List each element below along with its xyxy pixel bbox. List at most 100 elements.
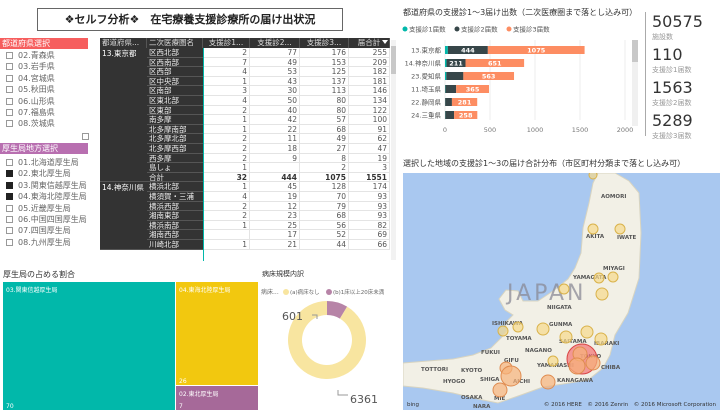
slicer-item[interactable]: 04.宮城県 (6, 73, 55, 84)
slicer-item[interactable]: 06.中国四国厚生局 (6, 214, 87, 225)
bar-segment[interactable] (456, 85, 490, 93)
chart-scrollbar[interactable] (632, 40, 638, 126)
checkbox[interactable] (6, 216, 13, 223)
map-bubble[interactable] (497, 325, 509, 337)
map-bubble[interactable] (500, 365, 522, 387)
map-bubble[interactable] (595, 287, 609, 301)
slicer-item-label: 08.茨城県 (18, 119, 55, 129)
map-bubble[interactable] (547, 355, 559, 367)
slicer-item[interactable]: 07.福島県 (6, 107, 55, 118)
column-header[interactable]: 都道府県... (100, 38, 147, 48)
map-bubble[interactable] (580, 325, 594, 339)
slicer-item[interactable]: 05.秋田県 (6, 84, 55, 95)
donut-slice[interactable] (327, 301, 348, 319)
bar-segment[interactable] (463, 72, 515, 80)
scrollbar-thumb[interactable] (632, 40, 638, 62)
area-name-cell: 横浜西部 (147, 201, 203, 212)
checkbox[interactable] (6, 170, 13, 178)
expand-icon[interactable] (82, 133, 89, 140)
scrollbar-thumb[interactable] (391, 46, 396, 74)
sort-desc-icon[interactable] (382, 40, 388, 44)
slicer-item[interactable]: 05.近畿厚生局 (6, 203, 71, 214)
map-bubble[interactable] (593, 272, 605, 284)
treemap-tile[interactable]: 03.関東信越厚生局 70 (3, 282, 175, 410)
checkbox[interactable] (6, 227, 13, 235)
checkbox[interactable] (6, 193, 13, 201)
slicer-item-label: 05.秋田県 (18, 85, 55, 95)
map-bubble[interactable] (594, 332, 608, 346)
map-bubble[interactable] (536, 322, 550, 336)
number-cell: 25 (250, 220, 300, 231)
number-cell: 93 (349, 211, 390, 221)
bar-segment[interactable] (447, 46, 488, 54)
bar-segment[interactable] (445, 85, 457, 93)
treemap-tile[interactable]: 02.東北厚生局 7 (176, 386, 258, 410)
column-header[interactable]: 支援診2... (250, 38, 300, 48)
table-scrollbar[interactable] (391, 40, 396, 260)
slicer-item[interactable]: 02.青森県 (6, 50, 55, 61)
checkbox[interactable] (6, 238, 13, 246)
bing-logo: bing (407, 402, 419, 408)
bar-segment[interactable] (445, 59, 447, 67)
area-name-cell: 島しょ (147, 163, 203, 173)
bar-segment[interactable] (445, 98, 452, 106)
slicer-item[interactable]: 01.北海道厚生局 (6, 157, 79, 168)
map-bubble[interactable] (607, 271, 619, 283)
checkbox[interactable] (6, 97, 13, 105)
bar-segment[interactable] (454, 111, 478, 119)
checkbox[interactable] (6, 181, 13, 189)
bar-segment[interactable] (445, 46, 448, 54)
checkbox[interactable] (6, 109, 13, 116)
map-bubble[interactable] (492, 382, 508, 398)
bar-segment[interactable] (446, 72, 464, 80)
slicer-item[interactable]: 03.関東信越厚生局 (6, 180, 87, 191)
number-cell: 9 (250, 153, 300, 164)
column-header[interactable]: 届合計 (349, 38, 390, 48)
column-header[interactable]: 支援診1... (203, 38, 250, 48)
checkbox[interactable] (6, 159, 13, 166)
place-label: HYOGO (443, 379, 466, 385)
bar-segment[interactable] (487, 46, 585, 54)
data-label: 281 (458, 99, 472, 107)
map-bubble[interactable] (614, 223, 626, 235)
column-header[interactable]: 支援診3... (300, 38, 349, 48)
slicer-item[interactable]: 03.岩手県 (6, 61, 55, 72)
column-divider (203, 48, 204, 261)
number-cell: 19 (250, 192, 300, 202)
slicer-item[interactable]: 07.四国厚生局 (6, 225, 71, 236)
checkbox[interactable] (6, 52, 13, 59)
checkbox[interactable] (6, 86, 13, 94)
slicer-item[interactable]: 08.九州厚生局 (6, 237, 71, 248)
map-bubble[interactable] (559, 330, 573, 344)
bar-segment[interactable] (445, 72, 447, 80)
slicer-item[interactable]: 06.山形県 (6, 96, 55, 107)
treemap-tile[interactable]: 04.東海北陸厚生局 26 (176, 282, 258, 385)
data-table: 都道府県... 二次医療圏名 支援診1... 支援診2... 支援診3... 届合計 13.… (100, 38, 390, 261)
checkbox[interactable] (6, 63, 13, 71)
column-header[interactable]: 二次医療圏名 (147, 38, 203, 48)
map-bubble[interactable] (558, 283, 570, 295)
map-bubble[interactable] (588, 173, 598, 180)
bar-segment[interactable] (446, 59, 466, 67)
map-bubble[interactable] (512, 321, 524, 333)
map-bubble[interactable] (568, 357, 586, 375)
donut-slice[interactable] (288, 301, 366, 379)
bar-segment[interactable] (465, 59, 525, 67)
checkbox[interactable] (6, 120, 13, 128)
number-cell: 2 (203, 134, 250, 144)
bar-segment[interactable] (451, 98, 478, 106)
checkbox[interactable] (6, 74, 13, 82)
checkbox[interactable] (6, 204, 13, 212)
number-cell: 4 (203, 67, 250, 77)
slicer-item[interactable]: 04.東海北陸厚生局 (6, 191, 87, 202)
map-bubble[interactable] (585, 355, 601, 371)
bar-segment[interactable] (445, 111, 455, 119)
map[interactable]: JAPAN AOMORI AKITA IWATE MIYAGI YAMAGATA NIIGA… (403, 173, 720, 410)
number-cell: 181 (349, 76, 390, 87)
map-bubble[interactable] (540, 374, 556, 390)
slicer-item[interactable]: 02.東北厚生局 (6, 168, 71, 179)
legend-label: (a)病床なし (290, 288, 320, 296)
area-name-cell: 区東部 (147, 105, 203, 116)
slicer-item[interactable]: 08.茨城県 (6, 118, 55, 129)
map-bubble[interactable] (587, 223, 599, 235)
